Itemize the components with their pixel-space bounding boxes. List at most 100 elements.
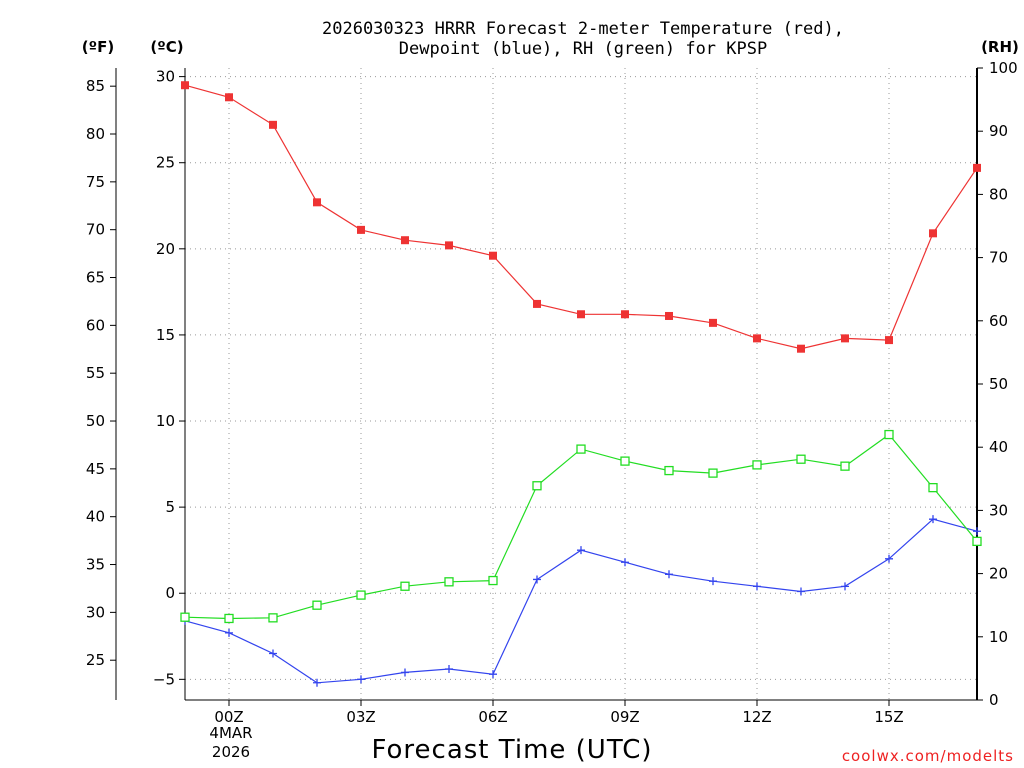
temperature-point: [577, 310, 585, 319]
celsius-tick-label: 25: [156, 154, 175, 172]
fahrenheit-tick-label: 25: [86, 651, 105, 669]
rh-point: [400, 581, 410, 591]
rh-tick-label: 30: [989, 501, 1008, 519]
time-tick-label: 00Z: [214, 708, 243, 726]
temperature-point: [445, 241, 453, 250]
temperature-point: [885, 336, 893, 345]
time-tick-label: 06Z: [478, 708, 507, 726]
dewpoint-point: [973, 527, 981, 536]
celsius-axis: −5 0 5 10 15 20 25 30: [153, 68, 185, 688]
temperature-point: [533, 299, 541, 308]
dewpoint-point: [225, 628, 233, 637]
fahrenheit-tick-label: 40: [86, 508, 105, 526]
rh-point: [884, 429, 894, 440]
rh-point: [356, 590, 366, 600]
rh-tick-label: 50: [989, 375, 1008, 393]
fahrenheit-tick-label: 85: [86, 77, 105, 95]
temperature-point: [797, 344, 805, 353]
dewpoint-line: [184, 518, 978, 684]
dewpoint-point: [885, 554, 893, 563]
temperature-point: [269, 120, 277, 129]
dewpoint-point: [313, 678, 321, 687]
title-line-1: 2026030323 HRRR Forecast 2-meter Tempera…: [322, 19, 844, 39]
fahrenheit-tick-label: 55: [86, 364, 105, 382]
rh-point: [972, 536, 982, 547]
rh-tick-label: 70: [989, 249, 1008, 267]
rh-point: [840, 461, 850, 471]
dewpoint-point: [445, 665, 453, 674]
rh-axis: 0 10 20 30 40 50 60 70 80 90 100: [977, 59, 1018, 709]
celsius-tick-label: −5: [153, 670, 175, 688]
dewpoint-point: [357, 675, 365, 684]
rh-tick-label: 20: [989, 565, 1008, 583]
date-line-1: 4MAR: [209, 724, 252, 742]
celsius-tick-label: 10: [156, 412, 175, 430]
fahrenheit-tick-label: 50: [86, 412, 105, 430]
rh-tick-label: 60: [989, 312, 1008, 330]
celsius-tick-label: 15: [156, 326, 175, 344]
time-tick-label: 15Z: [874, 708, 903, 726]
dewpoint-point: [401, 668, 409, 677]
temperature-point: [313, 198, 321, 207]
celsius-unit-label: (ºC): [150, 38, 183, 56]
rh-point: [928, 482, 938, 493]
fahrenheit-tick-label: 75: [86, 173, 105, 191]
watermark: coolwx.com/modelts: [842, 747, 1014, 765]
rh-point: [268, 613, 278, 623]
dewpoint-point: [489, 670, 497, 679]
dewpoint-point: [665, 570, 673, 579]
fahrenheit-tick-label: 30: [86, 603, 105, 621]
temperature-line: [184, 84, 978, 350]
celsius-tick-label: 5: [165, 498, 175, 516]
rh-point: [444, 577, 454, 587]
fahrenheit-tick-label: 80: [86, 125, 105, 143]
title-line-2: Dewpoint (blue), RH (green) for KPSP: [399, 39, 767, 59]
fahrenheit-tick-label: 35: [86, 556, 105, 574]
time-tick-label: 09Z: [610, 708, 639, 726]
rh-tick-label: 90: [989, 122, 1008, 140]
temperature-point: [225, 93, 233, 102]
rh-tick-label: 10: [989, 628, 1008, 646]
celsius-tick-label: 20: [156, 240, 175, 258]
dewpoint-point: [533, 575, 541, 584]
rh-point: [664, 465, 674, 476]
temperature-point: [709, 318, 717, 327]
dewpoint-point: [577, 546, 585, 555]
fahrenheit-tick-label: 65: [86, 269, 105, 287]
rh-point: [224, 613, 234, 624]
series-rh: [180, 429, 982, 624]
dewpoint-point: [269, 649, 277, 658]
rh-point: [180, 612, 190, 622]
series-layer: [180, 81, 982, 687]
rh-point: [532, 481, 542, 491]
chart-title: 2026030323 HRRR Forecast 2-meter Tempera…: [322, 19, 844, 59]
series-temperature: [181, 81, 981, 353]
x-axis-label: Forecast Time (UTC): [371, 735, 652, 765]
time-tick-label: 12Z: [742, 708, 771, 726]
dewpoint-point: [709, 577, 717, 586]
rh-line: [184, 433, 978, 620]
temperature-point: [841, 334, 849, 343]
rh-point: [312, 600, 322, 610]
temperature-point: [401, 236, 409, 245]
time-tick-label: 03Z: [346, 708, 375, 726]
temperature-point: [621, 310, 629, 319]
temperature-point: [357, 225, 365, 234]
rh-point: [620, 456, 630, 466]
rh-tick-label: 80: [989, 185, 1008, 203]
time-axis: 00Z 03Z 06Z 09Z 12Z 15Z: [214, 700, 904, 726]
fahrenheit-unit-label: (ºF): [82, 38, 114, 56]
series-dewpoint: [181, 515, 981, 687]
gridlines: [185, 68, 977, 700]
dewpoint-point: [753, 582, 761, 591]
fahrenheit-axis: 25 30 35 40 45 50 55 60 65 70 75 80 85: [86, 77, 116, 669]
dewpoint-point: [929, 515, 937, 524]
rh-tick-label: 40: [989, 438, 1008, 456]
rh-point: [796, 454, 806, 464]
celsius-tick-label: 30: [156, 68, 175, 86]
temperature-point: [929, 229, 937, 238]
rh-unit-label: (RH): [981, 38, 1019, 56]
date-line-2: 2026: [212, 743, 250, 761]
rh-point: [708, 468, 718, 478]
